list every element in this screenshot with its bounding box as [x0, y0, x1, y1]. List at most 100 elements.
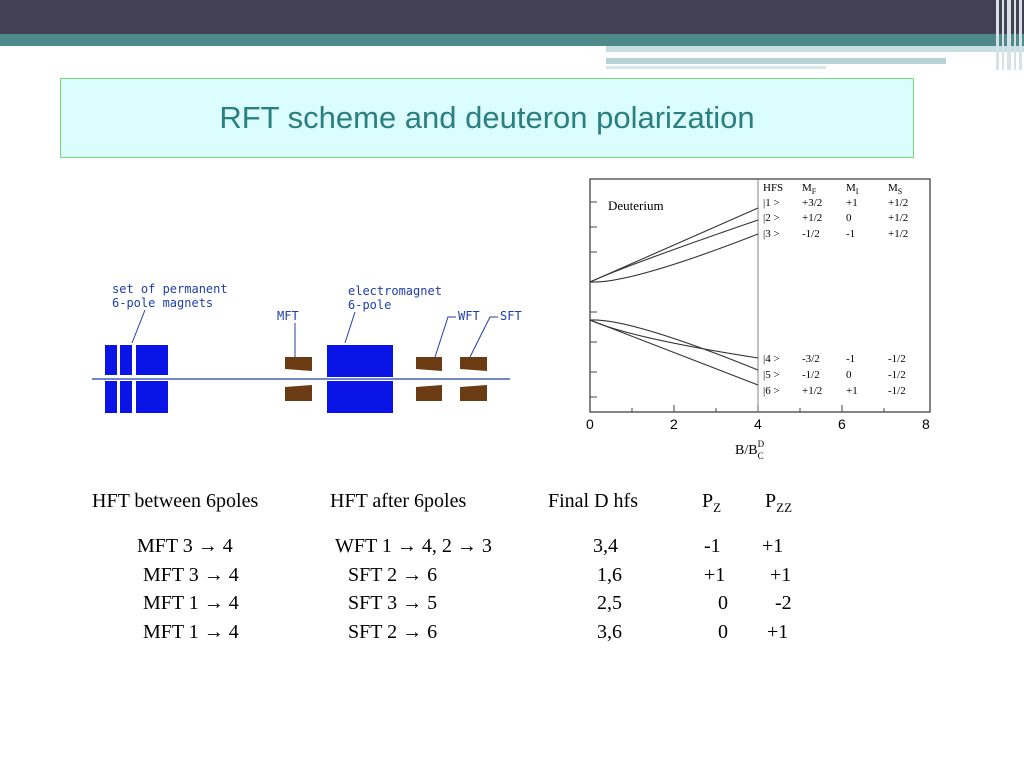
plot-state-cell: +1/2	[802, 212, 822, 224]
plot-state-cell: +1/2	[888, 197, 908, 209]
electromagnet-block	[327, 381, 393, 413]
plot-state-cell: -1/2	[802, 369, 820, 381]
label-set-of-permanent: set of permanent	[112, 282, 228, 296]
wft-coil	[416, 385, 442, 401]
permanent-magnet-block	[136, 381, 168, 413]
x-tick-label: 2	[670, 416, 678, 432]
pointer-line	[131, 309, 146, 344]
plot-state-cell: +1	[846, 197, 858, 209]
pointer-line	[344, 311, 356, 344]
plot-state-cell: 0	[846, 369, 852, 381]
level-1-curve	[589, 207, 759, 283]
rft-scheme-diagram: set of permanent 6-pole magnets electrom…	[92, 282, 522, 413]
permanent-magnet-block	[136, 345, 168, 375]
teal-stripe	[0, 34, 1024, 46]
sft-coil	[460, 385, 487, 401]
x-tick-label: 6	[838, 416, 846, 432]
x-tick-label: 8	[922, 416, 930, 432]
plot-label-deuterium: Deuterium	[608, 198, 664, 213]
slide-title: RFT scheme and deuteron polarization	[219, 100, 755, 135]
row-1-col2: WFT 1 → 4, 2 → 3	[335, 535, 492, 557]
sft-coil	[460, 357, 487, 371]
mft-coil	[285, 385, 312, 401]
row-1-col1: MFT 3 → 4	[137, 535, 233, 557]
plot-state-cell: -1/2	[888, 385, 906, 397]
row-4-col2: SFT 2 → 6	[348, 621, 438, 643]
label-electromagnet: electromagnet	[348, 284, 442, 298]
header-pzz: PZZ	[765, 490, 793, 515]
permanent-magnet-block	[105, 345, 117, 375]
decor-vertical-bars	[994, 0, 1024, 70]
plot-state-cell: -1	[846, 353, 855, 365]
row-3-col3: 2,5	[597, 592, 622, 614]
row-2-pz: +1	[704, 564, 726, 586]
row-3-col2: SFT 3 → 5	[348, 592, 438, 614]
plot-state-cell: -3/2	[802, 353, 820, 365]
row-3-pzz: -2	[775, 592, 792, 614]
header-hft-between: HFT between 6poles	[92, 490, 259, 512]
level-5-curve	[589, 319, 759, 371]
decor-stripe	[606, 66, 826, 69]
plot-state-cell: 0	[846, 212, 852, 224]
pointer-line	[469, 316, 498, 358]
permanent-magnet-block	[120, 381, 132, 413]
header-hft-after: HFT after 6poles	[330, 490, 467, 512]
plot-state-cell: -1/2	[802, 228, 820, 240]
row-4-pz: 0	[718, 621, 728, 643]
plot-frame	[589, 178, 931, 413]
row-2-col1: MFT 3 → 4	[143, 564, 239, 586]
row-4-pzz: +1	[767, 621, 789, 643]
row-4-col3: 3,6	[597, 621, 622, 643]
breit-rabi-plot: Deuterium HFS MF MI MS|1 > +3/2 +1 +1/2|2 > +1/…	[586, 178, 931, 461]
row-3-col1: MFT 1 → 4	[143, 592, 239, 614]
decor-stripe	[606, 58, 946, 64]
row-2-col3: 1,6	[597, 564, 622, 586]
plot-state-cell: -1	[846, 228, 855, 240]
plot-state-cell: +1/2	[888, 212, 908, 224]
plot-state-cell: +1/2	[888, 228, 908, 240]
level-4-curve	[589, 319, 759, 359]
header-final-hfs: Final D hfs	[548, 490, 638, 512]
permanent-magnet-block	[105, 381, 117, 413]
x-tick-label: 4	[754, 416, 762, 432]
permanent-magnet-block	[120, 345, 132, 375]
title-box: RFT scheme and deuteron polarization	[60, 78, 914, 158]
row-3-pz: 0	[718, 592, 728, 614]
row-2-col2: SFT 2 → 6	[348, 564, 438, 586]
row-2-pzz: +1	[770, 564, 792, 586]
header-pz: PZ	[702, 490, 722, 515]
plot-state-cell: +3/2	[802, 197, 822, 209]
row-1-col3: 3,4	[593, 535, 618, 557]
plot-state-cell: |1 >	[763, 197, 780, 209]
label-mft: MFT	[277, 309, 299, 323]
level-6-curve	[589, 319, 759, 386]
plot-state-cell: |2 >	[763, 212, 780, 224]
label-6pole-magnets: 6-pole magnets	[112, 296, 213, 310]
row-1-pzz: +1	[762, 535, 784, 557]
row-1-pz: -1	[704, 535, 721, 557]
x-tick-label: 0	[586, 416, 594, 432]
level-3-curve	[589, 233, 759, 283]
plot-header-0: HFS	[763, 182, 783, 194]
plot-header-2: MI	[846, 182, 859, 196]
electromagnet-block	[327, 345, 393, 377]
label-6pole: 6-pole	[348, 298, 391, 312]
row-4-col1: MFT 1 → 4	[143, 621, 239, 643]
label-sft: SFT	[500, 309, 522, 323]
plot-state-cell: -1/2	[888, 369, 906, 381]
plot-state-cell: +1/2	[802, 385, 822, 397]
decor-stripe	[606, 46, 1024, 52]
plot-state-cell: |4 >	[763, 353, 780, 365]
top-banner	[0, 0, 1024, 34]
label-wft: WFT	[458, 309, 480, 323]
plot-state-cell: +1	[846, 385, 858, 397]
plot-state-cell: -1/2	[888, 353, 906, 365]
plot-state-cell: |5 >	[763, 369, 780, 381]
x-axis-label: B/BD C	[735, 439, 765, 461]
plot-state-cell: |6 >	[763, 385, 780, 397]
pointer-line	[434, 316, 456, 358]
plot-state-cell: |3 >	[763, 228, 780, 240]
level-2-curve	[589, 219, 759, 283]
wft-coil	[416, 357, 442, 371]
mft-coil	[285, 357, 312, 371]
